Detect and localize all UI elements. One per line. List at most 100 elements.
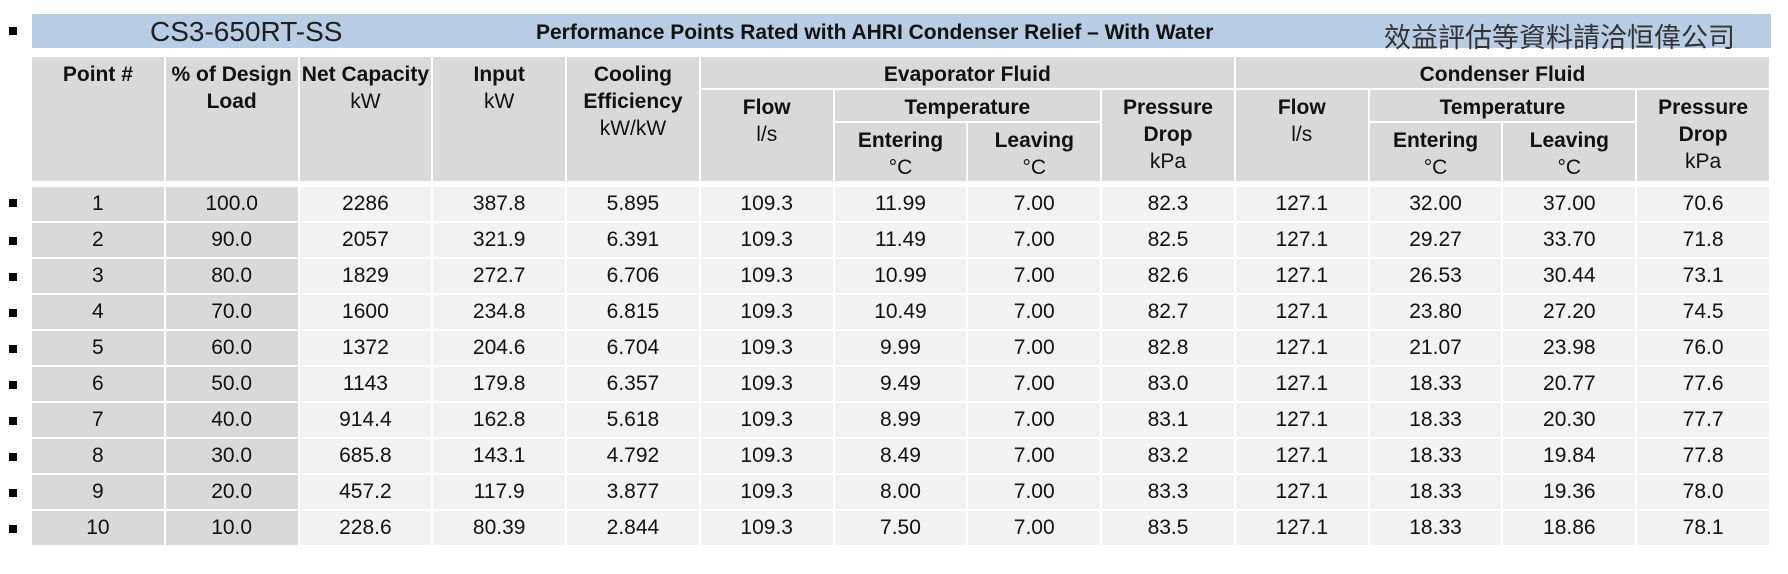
cell: 7 [32,403,166,439]
cell: 20.0 [165,475,300,511]
header-cell: Pressure Drop kPa [1637,90,1771,183]
cell: 4.792 [567,439,701,475]
table-body: 1 100.0 2286 387.8 5.895 109.3 11.99 7.00 82.3 12… [32,183,1771,547]
cell: 179.8 [433,367,568,403]
header-name: Pressure Drop [1123,96,1213,146]
cell: 272.7 [433,259,568,295]
bullet [9,417,17,425]
cell: 19.36 [1503,475,1638,511]
header-cell: Flow l/s [1235,90,1370,183]
cell: 73.1 [1637,259,1771,295]
header-unit: kW [350,90,381,113]
cell: 18.33 [1369,511,1504,547]
group-name: Condenser Fluid [1419,63,1586,86]
cell: 10.49 [834,295,969,331]
header-name: Temperature [904,96,1031,119]
cell: 18.86 [1503,511,1638,547]
header-name: Point # [62,63,133,86]
data-row: 10 10.0 228.6 80.39 2.844 109.3 7.50 7.00 83.5 12… [32,511,1771,547]
data-row: 3 80.0 1829 272.7 6.706 109.3 10.99 7.00 82.6 127… [32,259,1771,295]
cell: 914.4 [299,403,434,439]
model: CS3-650RT-SS [150,16,343,47]
cell: 109.3 [700,295,835,331]
header-cell: Point # [32,57,166,183]
data-row: 4 70.0 1600 234.8 6.815 109.3 10.49 7.00 82.7 127… [32,295,1771,331]
cell: 2286 [299,183,434,223]
header-cell: % of Design Load [165,57,300,183]
cell: 127.1 [1235,475,1370,511]
cell: 127.1 [1235,223,1370,259]
header-cell: Flow l/s [700,90,835,183]
cell: 23.98 [1503,331,1638,367]
cell: 6.357 [567,367,701,403]
header-cell: Pressure Drop kPa [1102,90,1236,183]
bullet [9,525,17,533]
header-name: Input [473,63,525,86]
header-cell: Entering °C [834,123,969,183]
header-cell: Cooling Efficiency kW/kW [567,57,701,183]
cell: 20.77 [1503,367,1638,403]
cell: 8 [32,439,166,475]
header-unit: l/s [1291,123,1313,146]
heading: Performance Points Rated with AHRI Conde… [536,21,1214,44]
bullet [9,381,17,389]
group-header: Condenser Fluid [1235,57,1771,90]
header-cell: Temperature [834,90,1103,123]
cell: 76.0 [1637,331,1771,367]
cell: 143.1 [433,439,568,475]
cell: 127.1 [1235,403,1370,439]
cell: 18.33 [1369,403,1504,439]
cell: 82.3 [1102,183,1236,223]
header-unit: °C [1022,156,1047,179]
bullet [9,489,17,497]
header-name: Entering [1392,129,1479,152]
bullet [9,345,17,353]
cell: 82.7 [1102,295,1236,331]
cell: 60.0 [165,331,300,367]
cell: 7.50 [834,511,969,547]
table-header: Point #% of Design Load Net Capacity kW Inp… [32,57,1771,183]
cell: 117.9 [433,475,568,511]
cell: 77.6 [1637,367,1771,403]
cell: 109.3 [700,439,835,475]
cell: 74.5 [1637,295,1771,331]
header-unit: kW/kW [599,117,667,140]
cell: 127.1 [1235,367,1370,403]
cell: 80.0 [165,259,300,295]
cell: 127.1 [1235,331,1370,367]
cell: 127.1 [1235,439,1370,475]
cell: 2 [32,223,166,259]
cell: 7.00 [968,331,1103,367]
cell: 127.1 [1235,295,1370,331]
cell: 5.618 [567,403,701,439]
header-cell: Leaving °C [968,123,1103,183]
cell: 82.6 [1102,259,1236,295]
cell: 9.99 [834,331,969,367]
bullet [9,453,17,461]
header-name: Flow [1277,96,1326,119]
cell: 9 [32,475,166,511]
cell: 7.00 [968,183,1103,223]
cell: 19.84 [1503,439,1638,475]
cell: 127.1 [1235,511,1370,547]
header-cell: Entering °C [1369,123,1504,183]
cell: 234.8 [433,295,568,331]
cell: 1600 [299,295,434,331]
header-row: Entering °C Leaving °C Entering °C Leaving °C [32,123,1771,183]
header-name: Cooling Efficiency [583,63,683,113]
cell: 109.3 [700,183,835,223]
cell: 5 [32,331,166,367]
cell: 321.9 [433,223,568,259]
header-cell: Leaving °C [1503,123,1638,183]
cell: 70.0 [165,295,300,331]
cell: 7.00 [968,439,1103,475]
cell: 7.00 [968,259,1103,295]
header-name: Leaving [1529,129,1609,152]
cell: 83.0 [1102,367,1236,403]
cell: 127.1 [1235,259,1370,295]
cell: 8.49 [834,439,969,475]
cell: 30.0 [165,439,300,475]
header-name: Pressure Drop [1658,96,1749,146]
cell: 387.8 [433,183,568,223]
header-name: Leaving [994,129,1074,152]
